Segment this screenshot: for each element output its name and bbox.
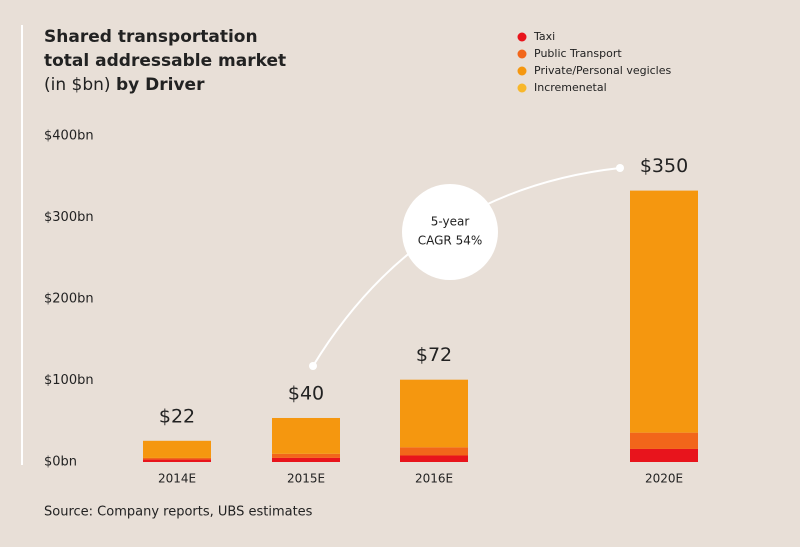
y-tick-label: $0bn [44, 455, 77, 470]
bar-segment [400, 379, 468, 448]
total-label: $22 [159, 405, 195, 427]
total-label: $72 [416, 344, 452, 366]
bar-segment [143, 459, 211, 462]
y-tick-label: $400bn [44, 129, 94, 144]
annotation: CAGR 54% [418, 234, 483, 248]
y-tick-label: $300bn [44, 210, 94, 225]
x-tick-label: 2015E [287, 472, 325, 486]
arc-end [616, 164, 624, 172]
cagr-bubble [402, 184, 498, 280]
bar-segment [143, 440, 211, 458]
legend-swatch [517, 32, 527, 42]
bar-segment [400, 447, 468, 456]
total-label: $350 [640, 155, 688, 177]
x-tick-label: 2020E [645, 472, 683, 486]
bar-segment [630, 432, 698, 449]
arc-start [309, 362, 317, 370]
legend-label: Taxi [533, 30, 555, 43]
bar-segment [400, 455, 468, 462]
bar-segment [630, 448, 698, 462]
x-tick-label: 2016E [415, 472, 453, 486]
legend-label: Incremenetal [534, 81, 607, 94]
legend-swatch [517, 83, 527, 93]
legend-label: Private/Personal vegicles [534, 64, 672, 77]
legend-label: Public Transport [534, 47, 622, 60]
x-tick-label: 2014E [158, 472, 196, 486]
legend-swatch [517, 66, 527, 76]
bar-segment [272, 417, 340, 454]
chart-title: (in $bn) by Driver [44, 75, 205, 95]
y-tick-label: $200bn [44, 292, 94, 307]
title-unit: (in $bn) [44, 75, 111, 95]
bar-segment [143, 457, 211, 460]
bar-segment [630, 190, 698, 433]
legend-swatch [517, 49, 527, 59]
y-tick-label: $100bn [44, 373, 94, 388]
annotation: 5-year [431, 215, 470, 229]
chart-title: total addressable market [44, 51, 286, 71]
chart-title: Shared transportation [44, 27, 258, 47]
bar-segment [272, 457, 340, 462]
source: Source: Company reports, UBS estimates [44, 505, 313, 520]
title-end: by Driver [116, 75, 205, 95]
bar-segment [272, 453, 340, 458]
total-label: $40 [288, 382, 324, 404]
